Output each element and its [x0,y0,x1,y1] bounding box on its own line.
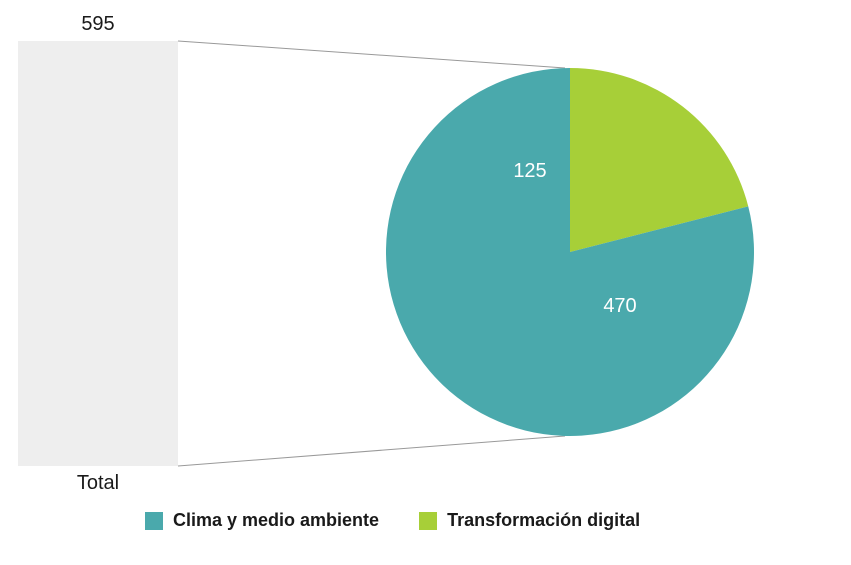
legend-item-digital: Transformación digital [419,510,640,531]
legend: Clima y medio ambiente Transformación di… [145,510,640,531]
pie-slices [386,68,754,436]
legend-label-clima: Clima y medio ambiente [173,510,379,531]
legend-label-digital: Transformación digital [447,510,640,531]
legend-swatch-digital [419,512,437,530]
slice-label-clima: 470 [590,295,650,318]
pie-chart [0,0,851,565]
slice-label-digital: 125 [500,160,560,183]
legend-item-clima: Clima y medio ambiente [145,510,379,531]
chart-container: 595 Total 125 470 Clima y medio ambiente… [0,0,851,565]
legend-swatch-clima [145,512,163,530]
